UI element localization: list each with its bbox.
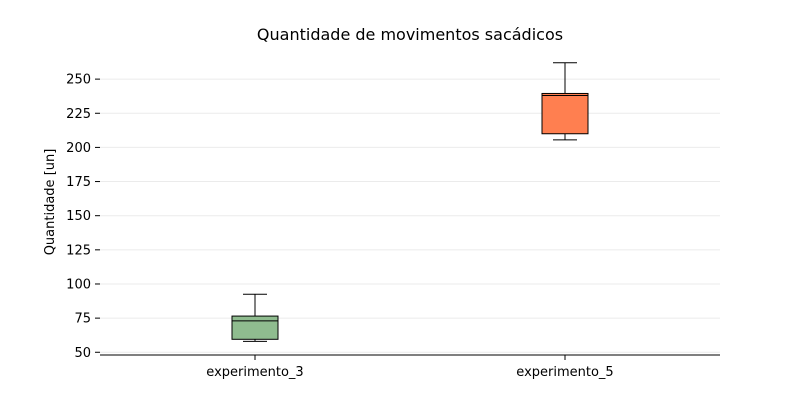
box-body bbox=[231, 315, 279, 340]
y-axis-label: Quantidade [un] bbox=[43, 149, 58, 256]
x-tick-label: experimento_3 bbox=[206, 365, 303, 380]
box-body bbox=[541, 92, 589, 135]
chart-title: Quantidade de movimentos sacádicos bbox=[257, 25, 563, 44]
x-tick-label: experimento_5 bbox=[516, 365, 613, 380]
y-tick-label: 175 bbox=[66, 175, 91, 190]
grid-lines bbox=[100, 78, 720, 353]
box-experimento_3 bbox=[231, 293, 279, 342]
y-tick-label: 250 bbox=[66, 73, 91, 88]
box-experimento_5 bbox=[541, 62, 589, 141]
boxes bbox=[231, 62, 589, 342]
y-axis: 50 75 100 125 150 175 200 225 250 bbox=[66, 73, 100, 361]
y-tick-label: 200 bbox=[66, 141, 91, 156]
y-tick-label: 100 bbox=[66, 277, 91, 292]
x-axis: experimento_3 experimento_5 bbox=[100, 354, 720, 380]
y-tick-label: 150 bbox=[66, 209, 91, 224]
y-tick-label: 75 bbox=[74, 312, 91, 327]
y-tick-label: 50 bbox=[74, 346, 91, 361]
y-tick-label: 125 bbox=[66, 243, 91, 258]
y-tick-label: 225 bbox=[66, 107, 91, 122]
